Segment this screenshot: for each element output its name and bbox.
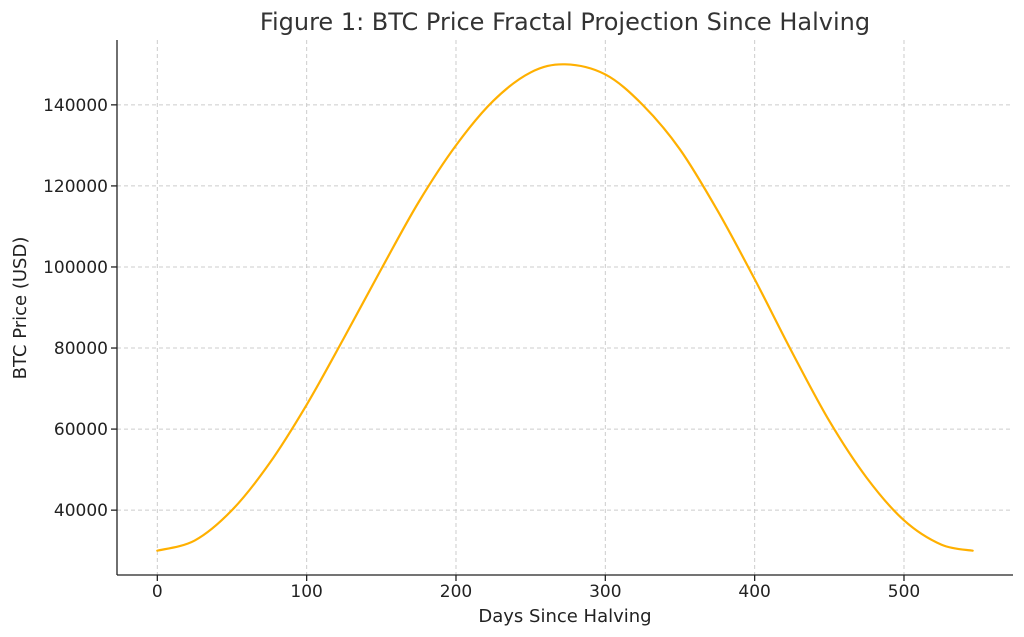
x-tick-label: 200 [440,582,472,602]
x-axis-label: Days Since Halving [478,606,651,627]
y-tick-label: 140000 [43,96,108,116]
axes [116,40,1013,576]
x-tick-label: 100 [290,582,322,602]
chart-title: Figure 1: BTC Price Fractal Projection S… [260,8,870,36]
y-tick-label: 120000 [43,177,108,197]
x-tick-label: 400 [738,582,770,602]
x-tick-label: 500 [888,582,920,602]
y-tick-label: 40000 [54,501,108,521]
x-tick-label: 0 [152,582,163,602]
series-line [156,63,974,552]
grid [117,40,1013,575]
y-tick-label: 80000 [54,339,108,359]
y-tick-label: 60000 [54,420,108,440]
series [156,63,974,552]
x-tick-label: 300 [589,582,621,602]
y-axis-label: BTC Price (USD) [10,237,31,380]
ticks: 0 100 200 300 400 500 40000 60000 80000 100000 120… [43,96,920,602]
y-tick-label: 100000 [43,258,108,278]
